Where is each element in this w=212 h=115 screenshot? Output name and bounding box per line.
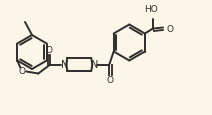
Text: N: N — [91, 60, 98, 70]
Text: O: O — [107, 75, 114, 84]
Text: O: O — [167, 25, 174, 34]
Text: O: O — [19, 66, 26, 75]
Text: O: O — [45, 46, 52, 55]
Text: N: N — [61, 60, 68, 70]
Text: HO: HO — [144, 4, 158, 13]
